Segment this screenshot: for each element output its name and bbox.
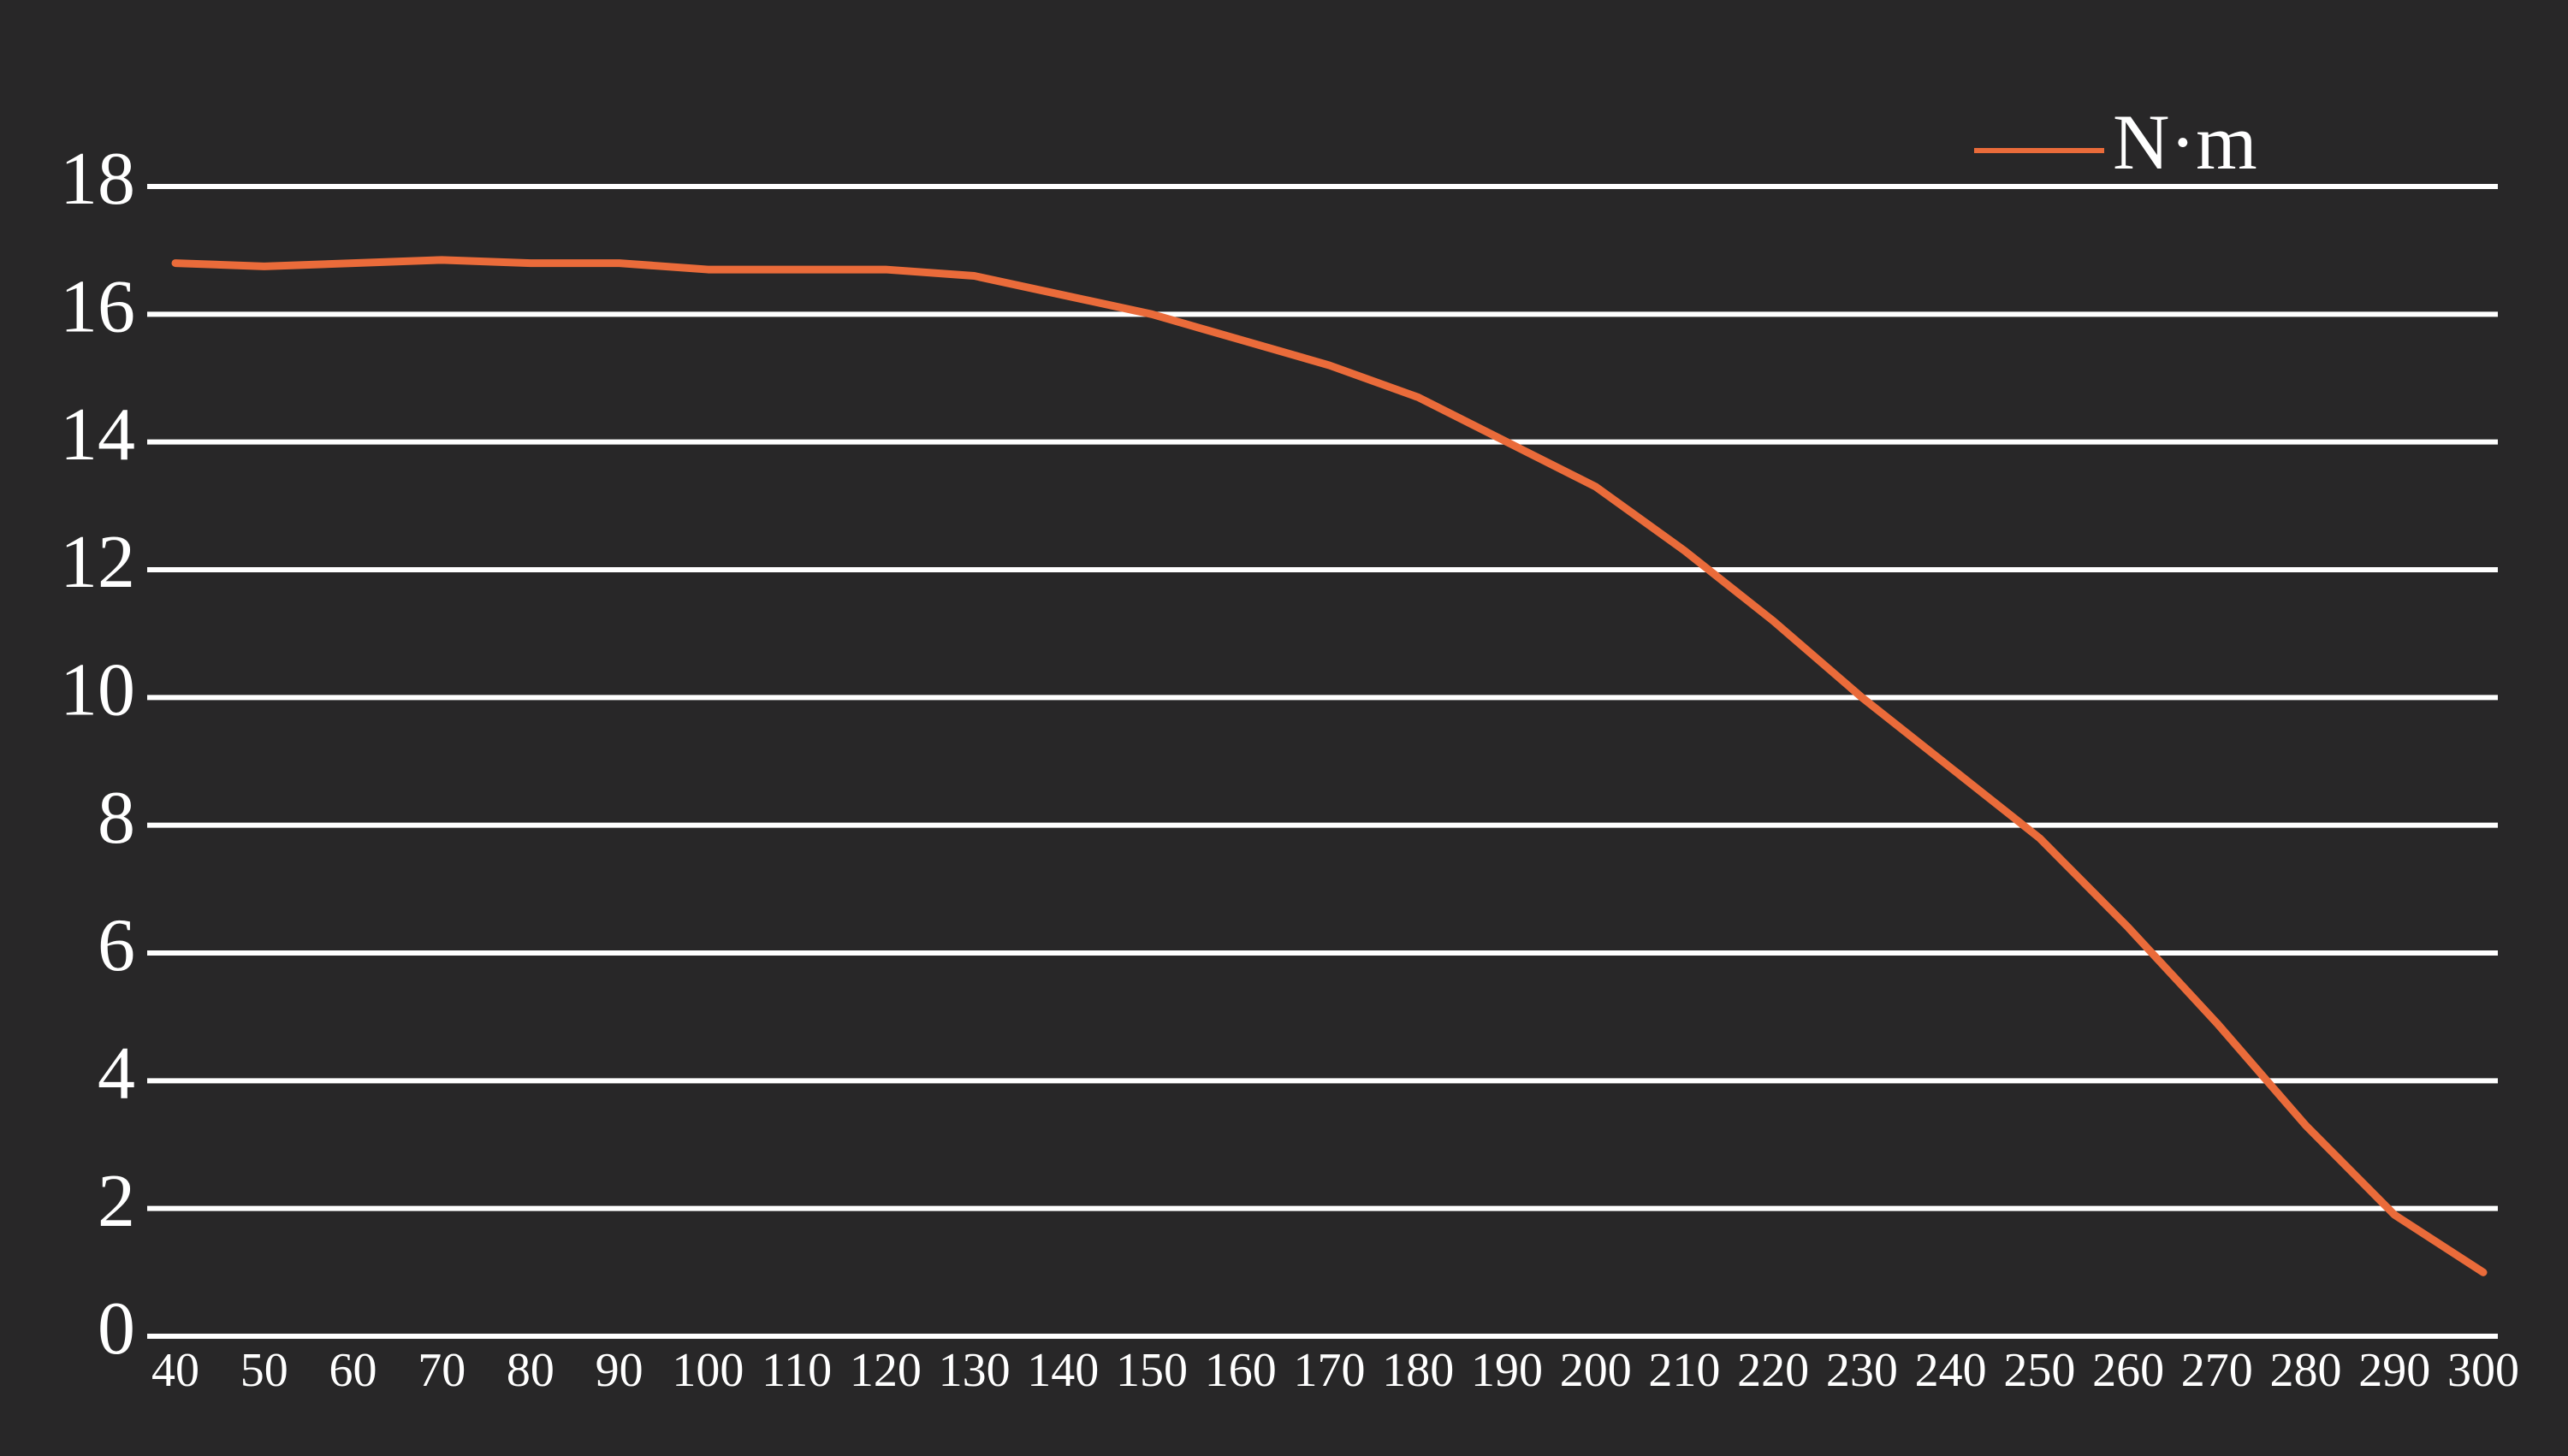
x-tick-label: 260 [2092, 1344, 2164, 1397]
x-tick-label: 170 [1294, 1344, 1366, 1397]
x-tick-label: 60 [329, 1344, 377, 1397]
y-tick-label: 12 [60, 521, 135, 604]
x-tick-label: 280 [2270, 1344, 2342, 1397]
x-tick-label: 300 [2447, 1344, 2519, 1397]
x-tick-label: 190 [1471, 1344, 1543, 1397]
x-tick-label: 220 [1737, 1344, 1809, 1397]
x-tick-label: 140 [1027, 1344, 1099, 1397]
y-tick-label: 6 [98, 904, 135, 987]
y-tick-label: 18 [60, 138, 135, 221]
x-tick-label: 270 [2181, 1344, 2253, 1397]
x-tick-label: 240 [1915, 1344, 1987, 1397]
x-tick-label: 70 [418, 1344, 466, 1397]
y-tick-label: 0 [98, 1287, 135, 1370]
data-line [171, 256, 2488, 1276]
x-tick-label: 80 [507, 1344, 555, 1397]
y-tick-label: 10 [60, 649, 135, 732]
x-tick-label: 40 [151, 1344, 199, 1397]
y-tick-label: 16 [60, 266, 135, 349]
x-tick-label: 120 [850, 1344, 922, 1397]
y-tick-label: 8 [98, 777, 135, 860]
x-tick-label: 180 [1382, 1344, 1454, 1397]
x-tick-label: 90 [596, 1344, 643, 1397]
y-tick-label: 2 [98, 1160, 135, 1243]
x-tick-label: 250 [2003, 1344, 2075, 1397]
x-tick-label: 110 [762, 1344, 832, 1397]
x-tick-label: 130 [939, 1344, 1011, 1397]
x-tick-label: 200 [1560, 1344, 1632, 1397]
x-tick-label: 230 [1826, 1344, 1898, 1397]
x-tick-label: 150 [1116, 1344, 1188, 1397]
x-tick-label: 160 [1205, 1344, 1277, 1397]
legend-label: N·m [2113, 98, 2257, 186]
x-tick-label: 50 [240, 1344, 288, 1397]
x-tick-label: 290 [2358, 1344, 2430, 1397]
y-tick-label: 14 [60, 394, 135, 476]
y-tick-label: 4 [98, 1033, 135, 1116]
x-tick-label: 210 [1648, 1344, 1720, 1397]
x-tick-label: 100 [672, 1344, 744, 1397]
